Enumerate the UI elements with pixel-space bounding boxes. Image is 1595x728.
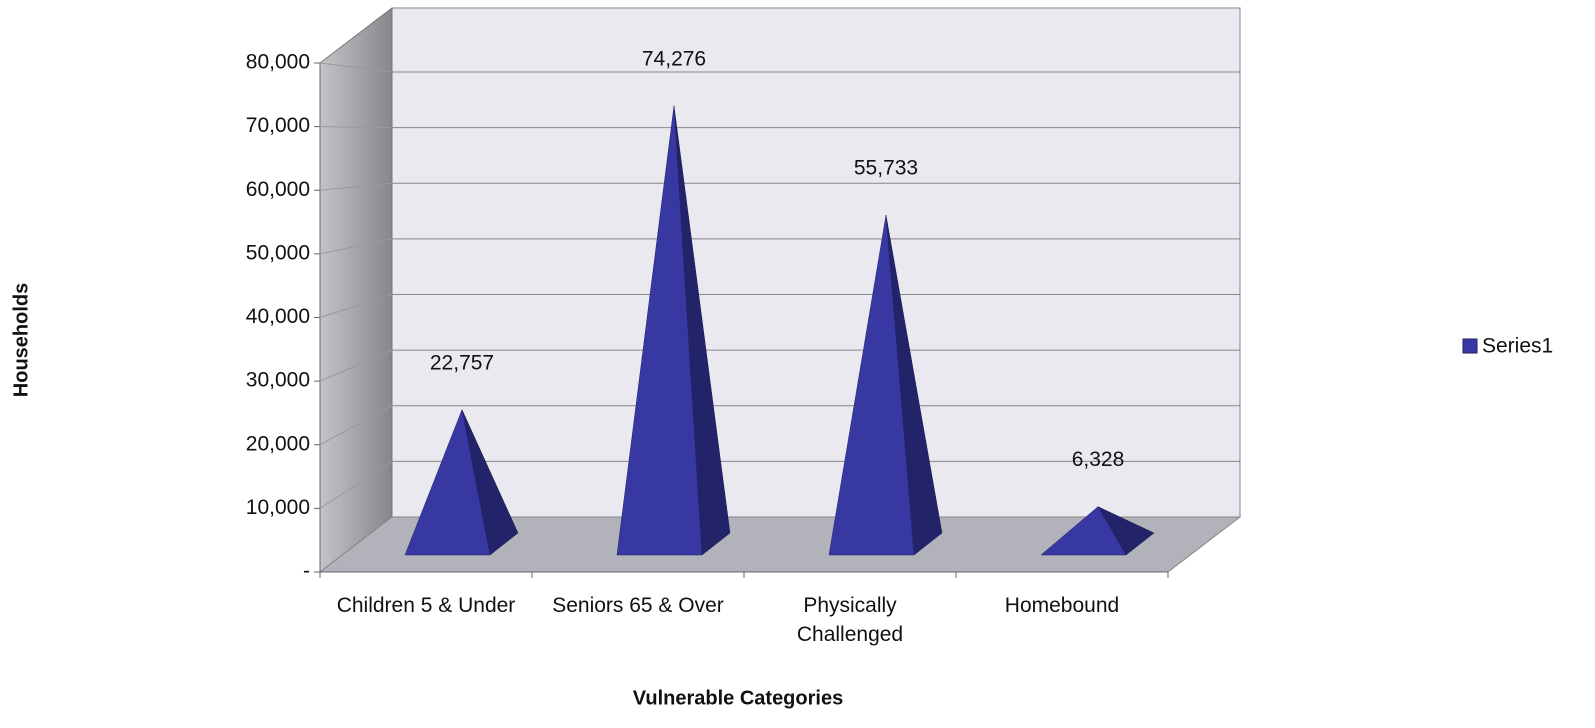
y-tick-label: 20,000: [246, 432, 310, 455]
side-grid-line: [319, 405, 393, 446]
legend-swatch: [1462, 338, 1478, 354]
x-tick-label: Seniors 65 & Over: [552, 594, 724, 617]
back-wall: [391, 7, 1241, 518]
side-grid-line: [319, 238, 393, 255]
pyramid: [404, 408, 519, 556]
pyramid: [616, 105, 731, 556]
y-axis-title: Households: [10, 283, 32, 397]
x-axis-title: Vulnerable Categories: [633, 687, 843, 709]
side-grid-line: [319, 126, 393, 129]
value-label: 55,733: [854, 157, 918, 180]
y-tick-label: 10,000: [246, 496, 310, 519]
value-label: 6,328: [1072, 448, 1125, 471]
side-wall: [319, 6, 393, 574]
y-tick-label: 30,000: [246, 369, 310, 392]
y-tick-label: 70,000: [246, 114, 310, 137]
pyramid-front: [404, 408, 491, 556]
y-tick-label: 50,000: [246, 241, 310, 264]
value-label: 74,276: [642, 47, 706, 70]
y-tick-label: -: [303, 560, 310, 583]
side-grid-line: [319, 294, 393, 318]
pyramid-front: [1040, 506, 1127, 556]
pyramid: [1040, 506, 1155, 556]
y-tick-label: 80,000: [246, 51, 310, 74]
side-grid-line: [319, 460, 393, 509]
pyramid-front: [828, 215, 915, 556]
pyramid: [828, 215, 943, 556]
x-tick-label: Physically Challenged: [796, 594, 904, 646]
y-tick-label: 40,000: [246, 305, 310, 328]
side-grid-line: [319, 349, 393, 382]
side-grid-line: [319, 182, 393, 191]
pyramid-front: [616, 105, 703, 556]
legend-label: Series1: [1482, 335, 1553, 358]
y-tick-label: 60,000: [246, 178, 310, 201]
side-grid-line: [319, 62, 393, 73]
x-tick-label: Homebound: [1004, 594, 1120, 617]
value-label: 22,757: [430, 351, 494, 374]
x-tick-label: Children 5 & Under: [336, 594, 516, 617]
